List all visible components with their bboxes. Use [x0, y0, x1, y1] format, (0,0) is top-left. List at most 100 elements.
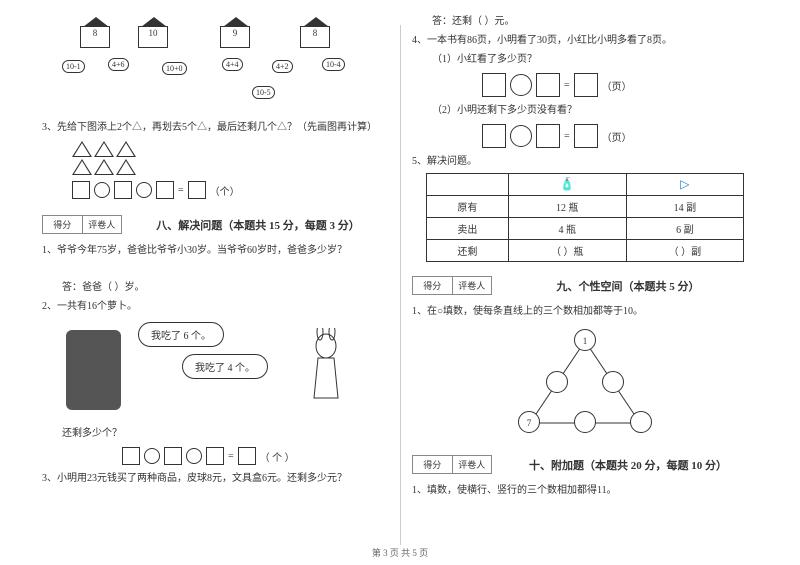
equation-boxes: = （页） [442, 124, 758, 148]
inventory-table: 🧴 ▷ 原有 12 瓶 14 副 卖出 4 瓶 6 副 还剩 （ ）瓶 （ ）副 [426, 173, 744, 262]
graph-node-blank[interactable] [630, 411, 652, 433]
left-column: 8 10 9 8 10-1 4+6 10+0 4+4 4+2 10-4 10-5… [30, 10, 400, 530]
blank-square[interactable] [238, 447, 256, 465]
blank-square[interactable] [206, 447, 224, 465]
equals-sign: = [178, 185, 184, 196]
graph-node-blank[interactable] [546, 371, 568, 393]
graph-node: 1 [574, 329, 596, 351]
table-cell: 🧴 [509, 174, 627, 196]
equals-sign: = [564, 131, 570, 142]
page-footer: 第 3 页 共 5 页 [0, 546, 800, 559]
section-10-heading: 十、附加题（本题共 20 分，每题 10 分） [498, 457, 758, 473]
grader-label: 评卷人 [83, 216, 122, 233]
table-cell: 12 瓶 [509, 196, 627, 218]
table-row: 原有 12 瓶 14 副 [426, 196, 743, 218]
blank-circle[interactable] [94, 182, 110, 198]
table-cell: ▷ [626, 174, 744, 196]
expr-cloud: 10-1 [62, 60, 85, 73]
table-cell: 卖出 [426, 218, 508, 240]
blank-square[interactable] [164, 447, 182, 465]
equals-sign: = [228, 451, 234, 462]
rabbit-figure: 我吃了 6 个。 我吃了 4 个。 [42, 320, 388, 420]
rabbit-left-icon [66, 330, 121, 410]
graph-node-blank[interactable] [602, 371, 624, 393]
question-9-1: 1、在○填数，使每条直线上的三个数相加都等于10。 [412, 304, 758, 319]
right-column: 答：还剩（ ）元。 4、一本书有86页，小明看了30页，小红比小明多看了8页。 … [400, 10, 770, 530]
section-8-heading: 八、解决问题（本题共 15 分，每题 3 分） [128, 217, 388, 233]
blank-circle[interactable] [136, 182, 152, 198]
section-9-heading: 九、个性空间（本题共 5 分） [498, 278, 758, 294]
table-cell: 6 副 [626, 218, 744, 240]
triangle-number-graph: 1 7 [510, 327, 660, 437]
question-4: 4、一本书有86页，小明看了30页，小红比小明多看了8页。 [412, 33, 758, 48]
question-8-2: 2、一共有16个萝卜。 [42, 299, 388, 314]
blank-square[interactable] [482, 73, 506, 97]
blank-square[interactable] [188, 181, 206, 199]
table-cell: 原有 [426, 196, 508, 218]
house-value: 8 [313, 28, 318, 38]
score-label: 得分 [413, 277, 453, 294]
blank-square[interactable] [482, 124, 506, 148]
unit-label: （个） [210, 183, 240, 198]
blank-circle[interactable] [144, 448, 160, 464]
equation-boxes: = （个） [72, 181, 388, 199]
blank-circle[interactable] [186, 448, 202, 464]
blank-square[interactable] [114, 181, 132, 199]
answer-8-1: 答：爸爸（ ）岁。 [42, 280, 388, 295]
blank-square[interactable] [574, 124, 598, 148]
house-value: 8 [93, 28, 98, 38]
blank-square[interactable] [574, 73, 598, 97]
table-row: 卖出 4 瓶 6 副 [426, 218, 743, 240]
question-10-1: 1、填数，使横行、竖行的三个数相加都得11。 [412, 483, 758, 498]
blank-circle[interactable] [510, 74, 532, 96]
unit-label: （页） [602, 78, 632, 93]
table-cell: （ ）瓶 [509, 240, 627, 262]
blank-square[interactable] [156, 181, 174, 199]
table-cell: 14 副 [626, 196, 744, 218]
question-8-3: 3、小明用23元钱买了两种商品，皮球8元，文具盒6元。还剩多少元？ [42, 471, 388, 486]
blank-square[interactable] [536, 73, 560, 97]
table-cell: 4 瓶 [509, 218, 627, 240]
triangle-figure [72, 141, 388, 175]
equals-sign: = [564, 80, 570, 91]
speech-bubble: 我吃了 4 个。 [182, 354, 268, 379]
answer-top: 答：还剩（ ）元。 [412, 14, 758, 29]
question-3: 3、先给下图添上2个△，再划去5个△，最后还剩几个△？（先画图再计算） [42, 120, 388, 135]
bottle-icon: 🧴 [560, 177, 575, 191]
table-row: 还剩 （ ）瓶 （ ）副 [426, 240, 743, 262]
table-cell [426, 174, 508, 196]
score-label: 得分 [43, 216, 83, 233]
blank-circle[interactable] [510, 125, 532, 147]
blank-square[interactable] [122, 447, 140, 465]
score-box: 得分 评卷人 [412, 455, 492, 474]
table-cell: （ ）副 [626, 240, 744, 262]
question-4-1: （1）小红看了多少页？ [412, 52, 758, 67]
flag-icon: ▷ [680, 177, 689, 191]
expr-cloud: 4+6 [108, 58, 129, 71]
expr-cloud: 10+0 [162, 62, 187, 75]
house-matching-figure: 8 10 9 8 10-1 4+6 10+0 4+4 4+2 10-4 10-5 [52, 14, 388, 114]
expr-cloud: 4+2 [272, 60, 293, 73]
question-4-2: （2）小明还剩下多少页没有看？ [412, 103, 758, 118]
expr-cloud: 10-5 [252, 86, 275, 99]
table-row: 🧴 ▷ [426, 174, 743, 196]
equation-boxes: = （页） [442, 73, 758, 97]
house-value: 10 [149, 28, 158, 38]
unit-label: （页） [602, 129, 632, 144]
graph-node-blank[interactable] [574, 411, 596, 433]
expr-cloud: 10-4 [322, 58, 345, 71]
house-value: 9 [233, 28, 238, 38]
blank-square[interactable] [536, 124, 560, 148]
score-box: 得分 评卷人 [412, 276, 492, 295]
equation-boxes: = （ 个 ） [122, 447, 388, 465]
score-label: 得分 [413, 456, 453, 473]
blank-square[interactable] [72, 181, 90, 199]
question-8-2-sub: 还剩多少个？ [42, 426, 388, 441]
expr-cloud: 4+4 [222, 58, 243, 71]
grader-label: 评卷人 [453, 456, 492, 473]
unit-label: （ 个 ） [260, 449, 295, 464]
table-cell: 还剩 [426, 240, 508, 262]
graph-node: 7 [518, 411, 540, 433]
question-8-1: 1、爷爷今年75岁，爸爸比爷爷小30岁。当爷爷60岁时，爸爸多少岁？ [42, 243, 388, 258]
speech-bubble: 我吃了 6 个。 [138, 322, 224, 347]
